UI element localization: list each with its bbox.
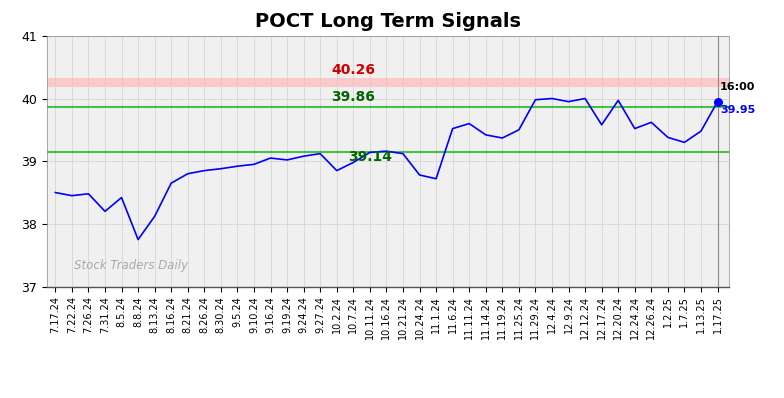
- Point: [711, 98, 724, 105]
- Text: 40.26: 40.26: [332, 63, 376, 77]
- Title: POCT Long Term Signals: POCT Long Term Signals: [255, 12, 521, 31]
- Text: 16:00: 16:00: [720, 82, 756, 92]
- Text: Stock Traders Daily: Stock Traders Daily: [74, 259, 188, 271]
- Text: 39.95: 39.95: [720, 105, 755, 115]
- Text: 39.14: 39.14: [348, 150, 392, 164]
- Bar: [47, 78, 729, 87]
- Text: 39.86: 39.86: [332, 90, 376, 104]
